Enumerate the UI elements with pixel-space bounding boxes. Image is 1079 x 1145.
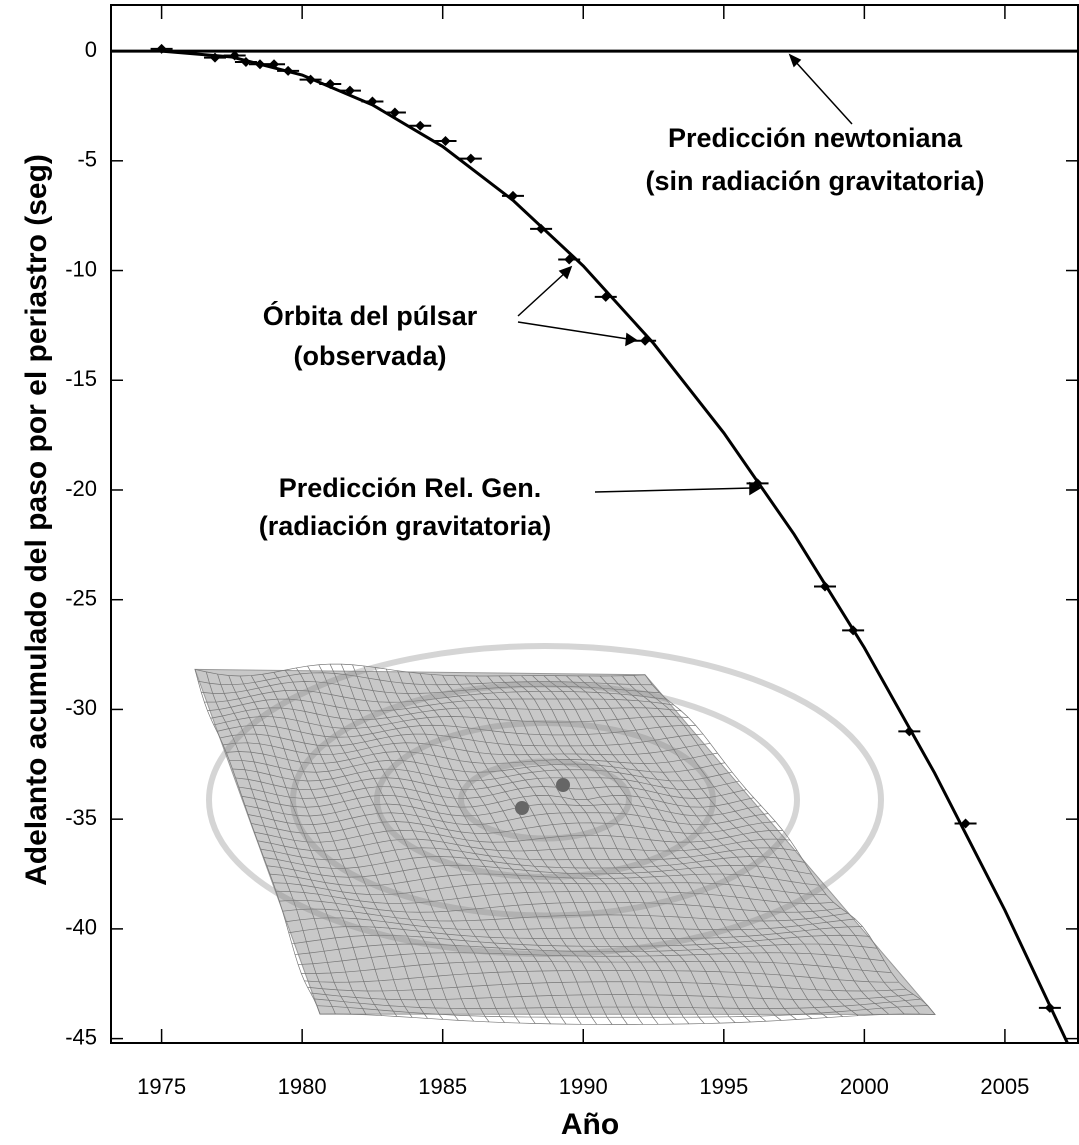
y-tick-label: -45 xyxy=(65,1024,97,1049)
surface-grid xyxy=(498,675,736,1023)
surface-grid xyxy=(487,675,721,1024)
point-marker xyxy=(536,223,547,234)
line xyxy=(161,49,1070,1043)
point-marker xyxy=(415,120,426,131)
y-tick-label: 0 xyxy=(85,37,97,62)
surface-grid xyxy=(307,981,907,992)
annotation: (sin radiación gravitatoria) xyxy=(645,166,984,196)
wave-ring xyxy=(290,681,800,919)
surface-grid xyxy=(509,675,751,1023)
surface-grid xyxy=(453,675,674,1025)
point-marker xyxy=(465,153,476,164)
surface-grid xyxy=(310,992,914,1001)
y-tick-label: -30 xyxy=(65,695,97,720)
surface-grid xyxy=(266,864,812,878)
surface-grid xyxy=(294,943,878,955)
x-axis-label: Año xyxy=(561,1108,619,1141)
surface-grid xyxy=(313,998,921,1009)
data-point xyxy=(459,153,482,164)
y-tick-label: -10 xyxy=(65,256,97,281)
surface-grid xyxy=(442,675,659,1025)
mass xyxy=(515,801,529,815)
surface-grid xyxy=(610,675,890,1015)
surface-grid xyxy=(279,899,841,913)
y-tick-label: -25 xyxy=(65,586,97,611)
surface-grid xyxy=(566,675,828,1018)
wave-ring xyxy=(374,720,716,880)
surface-grid xyxy=(521,675,767,1022)
surface-grid xyxy=(298,952,885,965)
wave-ring xyxy=(206,643,884,957)
surface-grid xyxy=(263,856,805,869)
annotation: Predicción newtoniana xyxy=(668,123,963,153)
surface-grid xyxy=(282,908,849,922)
x-tick-label: 1980 xyxy=(278,1074,327,1099)
x-tick-label: 2000 xyxy=(840,1074,889,1099)
surface-grid xyxy=(430,674,644,1025)
surface-grid xyxy=(622,675,905,1015)
surface-grid xyxy=(285,917,856,931)
surface-grid xyxy=(475,675,705,1024)
x-tick-label: 1985 xyxy=(418,1074,467,1099)
plot-area xyxy=(111,43,1078,1043)
annotation-arrows xyxy=(517,53,853,496)
surface-grid xyxy=(633,675,920,1015)
surface-grid xyxy=(599,675,874,1016)
y-tick-label: -35 xyxy=(65,805,97,830)
surface-grid xyxy=(304,970,899,983)
surface-grid xyxy=(276,891,834,904)
surface-grid xyxy=(269,873,820,887)
surface-grid xyxy=(532,675,782,1021)
surface-grid xyxy=(288,926,863,939)
mass xyxy=(556,778,570,792)
y-tick-label: -40 xyxy=(65,915,97,940)
point-marker xyxy=(440,136,451,147)
surface-grid xyxy=(260,847,798,861)
surface-grid xyxy=(588,675,859,1016)
y-tick-label: -15 xyxy=(65,366,97,391)
surface-grid xyxy=(577,675,843,1017)
y-axis-label: Adelanto acumulado del paso por el peria… xyxy=(20,154,53,886)
annotation: (observada) xyxy=(293,341,446,371)
surface-grid xyxy=(316,1005,928,1018)
surface-grid xyxy=(301,961,892,974)
data-point xyxy=(530,223,553,234)
x-tick-label: 2005 xyxy=(980,1074,1029,1099)
surface-grid xyxy=(644,674,936,1015)
surface-grid xyxy=(554,675,813,1019)
y-tick-label: -20 xyxy=(65,476,97,501)
point-marker xyxy=(507,190,518,201)
x-tick-label: 1975 xyxy=(137,1074,186,1099)
annotation: Predicción Rel. Gen. xyxy=(279,473,542,503)
surface-grid xyxy=(464,675,690,1025)
annotation: (radiación gravitatoria) xyxy=(259,511,552,541)
surface-grid xyxy=(291,934,870,947)
plot-frame xyxy=(110,4,1079,1044)
surface-grid xyxy=(543,675,797,1020)
annotation: Órbita del púlsar xyxy=(263,300,478,331)
gravitational-wave-illustration xyxy=(194,643,937,1025)
y-tick-label: -5 xyxy=(77,147,97,172)
surface-grid xyxy=(273,882,827,896)
surface-grid xyxy=(257,838,791,852)
data-point xyxy=(409,120,432,131)
data-point xyxy=(434,136,457,147)
wave-ring xyxy=(458,758,632,842)
x-tick-label: 1995 xyxy=(699,1074,748,1099)
x-tick-label: 1990 xyxy=(559,1074,608,1099)
surface-grid xyxy=(319,1013,936,1025)
